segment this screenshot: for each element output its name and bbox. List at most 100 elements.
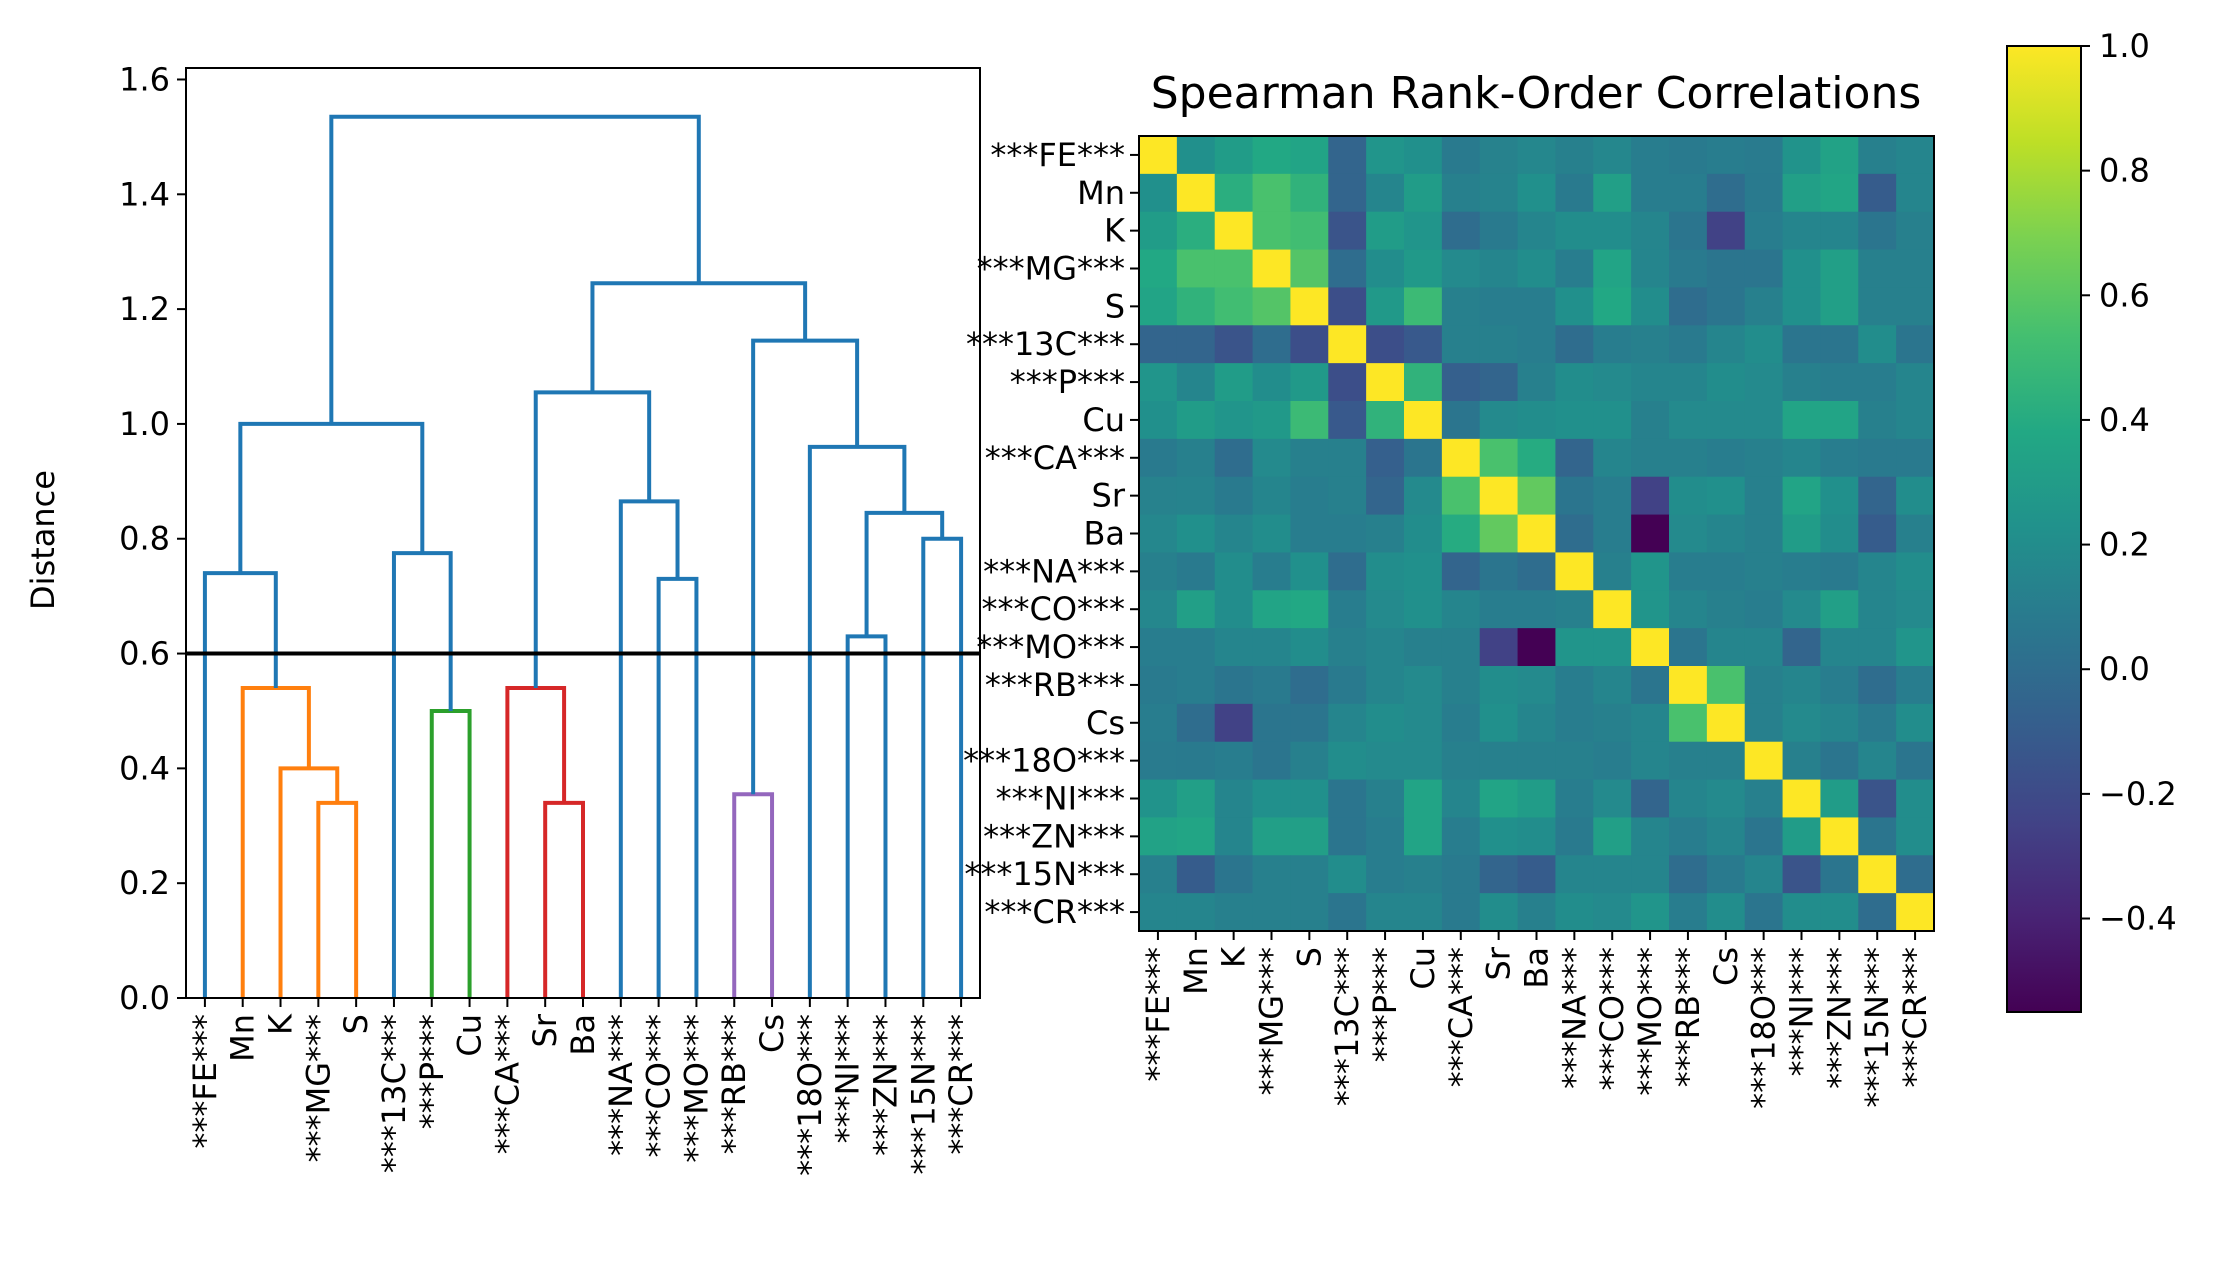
heatmap-cell — [1139, 514, 1178, 554]
heatmap-cell — [1441, 287, 1481, 326]
heatmap-panel: Spearman Rank-Order Correlations ***FE**… — [963, 68, 1935, 1109]
colorbar-gradient — [2006, 45, 2082, 1013]
heatmap-cell — [1669, 249, 1708, 289]
dendrogram-link — [391, 551, 453, 998]
heatmap-row-label: ***MO*** — [976, 628, 1125, 666]
heatmap-cell — [1706, 325, 1746, 364]
heatmap-cell — [1858, 211, 1897, 251]
heatmap-cell — [1782, 666, 1822, 705]
heatmap-cell — [1366, 438, 1405, 478]
heatmap-column-label: ***13C*** — [1328, 947, 1366, 1106]
heatmap-cell — [1441, 363, 1481, 402]
heatmap-cell — [1706, 552, 1746, 591]
heatmap-cell — [1328, 628, 1367, 667]
heatmap-cell — [1441, 590, 1481, 629]
heatmap-cell — [1366, 666, 1405, 705]
heatmap-column-label: Mn — [1177, 947, 1215, 995]
heatmap-cell — [1290, 476, 1329, 516]
heatmap-cell — [1706, 401, 1746, 440]
heatmap-cell — [1290, 855, 1329, 894]
heatmap-cell — [1669, 173, 1708, 213]
heatmap-cell — [1555, 173, 1594, 213]
heatmap-cell — [1820, 287, 1859, 326]
heatmap-cell — [1555, 779, 1594, 819]
heatmap-cell — [1631, 287, 1670, 326]
heatmap-row-label: ***15N*** — [964, 855, 1125, 893]
heatmap-cell — [1214, 438, 1254, 478]
heatmap-row-label: ***CO*** — [981, 590, 1125, 628]
heatmap-cell — [1896, 438, 1935, 478]
heatmap-cell — [1479, 779, 1519, 819]
heatmap-cell — [1404, 514, 1443, 554]
heatmap-cell — [1858, 514, 1897, 554]
heatmap-cell — [1139, 287, 1178, 326]
heatmap-column-label: ***FE*** — [1139, 947, 1177, 1082]
heatmap-cell — [1744, 438, 1784, 478]
heatmap-cell — [1404, 741, 1443, 781]
heatmap-cell — [1669, 514, 1708, 554]
heatmap-cell — [1517, 476, 1557, 516]
heatmap-cell — [1631, 855, 1670, 894]
heatmap-cell — [1366, 552, 1405, 591]
heatmap-cell — [1441, 173, 1481, 213]
heatmap-cell — [1139, 779, 1178, 819]
colorbar-tick-label: −0.2 — [2099, 775, 2177, 813]
y-tick-label: 1.2 — [119, 290, 170, 328]
heatmap-cell — [1214, 401, 1254, 440]
heatmap-cell — [1366, 855, 1405, 894]
heatmap-cell — [1896, 741, 1935, 781]
colorbar-tick-label: 1.0 — [2099, 27, 2150, 65]
dendrogram-links — [202, 114, 964, 998]
heatmap-cell — [1593, 590, 1632, 629]
heatmap-cell — [1555, 666, 1594, 705]
heatmap-cell — [1782, 514, 1822, 554]
dendrogram-link — [656, 576, 699, 998]
heatmap-cell — [1782, 363, 1822, 402]
heatmap-cell — [1404, 628, 1443, 667]
heatmap-cell — [1858, 363, 1897, 402]
heatmap-cell — [1555, 552, 1594, 591]
heatmap-cell — [1479, 249, 1519, 289]
heatmap-column-label: ***P*** — [1366, 947, 1404, 1062]
heatmap-cell — [1631, 476, 1670, 516]
heatmap-cell — [1782, 401, 1822, 440]
heatmap-cell — [1744, 136, 1784, 175]
heatmap-cell — [1328, 590, 1367, 629]
heatmap-cell — [1404, 893, 1443, 932]
dendrogram-link — [921, 536, 964, 998]
heatmap-cell — [1593, 703, 1632, 743]
heatmap-cell — [1555, 325, 1594, 364]
heatmap-cell — [1290, 249, 1329, 289]
heatmap-cell — [1744, 287, 1784, 326]
colorbar-tick-label: −0.4 — [2099, 900, 2177, 938]
heatmap-cell — [1593, 855, 1632, 894]
heatmap-cell — [1252, 211, 1292, 251]
heatmap-cell — [1214, 590, 1254, 629]
heatmap-row-label: Cu — [1082, 401, 1125, 439]
heatmap-cell — [1290, 628, 1329, 667]
heatmap-cell — [1176, 438, 1216, 478]
heatmap-cell — [1176, 249, 1216, 289]
heatmap-cell — [1669, 855, 1708, 894]
heatmap-cell — [1366, 173, 1405, 213]
heatmap-cell — [1139, 363, 1178, 402]
heatmap-cell — [1858, 628, 1897, 667]
heatmap-cell — [1290, 325, 1329, 364]
heatmap-cell — [1479, 136, 1519, 175]
heatmap-cell — [1252, 325, 1292, 364]
heatmap-cell — [1593, 666, 1632, 705]
heatmap-cell — [1366, 325, 1405, 364]
heatmap-row-label: ***RB*** — [985, 666, 1125, 704]
heatmap-cell — [1555, 514, 1594, 554]
heatmap-cell — [1782, 136, 1822, 175]
heatmap-cell — [1214, 287, 1254, 326]
heatmap-cell — [1479, 476, 1519, 516]
heatmap-column-label: Sr — [1480, 946, 1518, 980]
heatmap-cell — [1896, 628, 1935, 667]
heatmap-cell — [1328, 211, 1367, 251]
heatmap-cell — [1896, 552, 1935, 591]
heatmap-cell — [1858, 666, 1897, 705]
y-tick-label: 1.4 — [119, 175, 170, 213]
heatmap-cell — [1139, 438, 1178, 478]
heatmap-cell — [1782, 817, 1822, 856]
